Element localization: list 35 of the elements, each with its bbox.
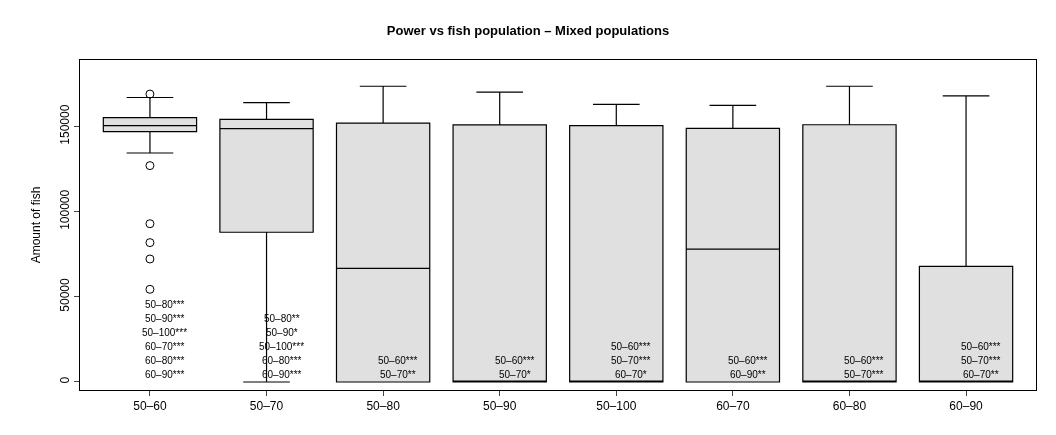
- annotation: 60–90***: [145, 369, 185, 380]
- annotation: 50–90*: [266, 327, 298, 338]
- annotation: 60–90**: [730, 369, 766, 380]
- y-tick-label: 50000: [58, 278, 73, 312]
- annotation: 50–60***: [728, 355, 768, 366]
- chart-title: Power vs fish population – Mixed populations: [386, 23, 670, 39]
- annotation: 50–60***: [961, 341, 1001, 352]
- annotation: 50–60***: [378, 355, 418, 366]
- y-tick-label: 150000: [58, 104, 73, 145]
- x-tick-label: 50–70: [249, 399, 284, 414]
- annotation: 50–60***: [611, 341, 651, 352]
- annotation: 50–80***: [145, 299, 185, 310]
- annotation: 50–90***: [145, 313, 185, 324]
- x-tick-label: 50–90: [483, 399, 517, 414]
- x-tick-label: 60–90: [949, 399, 984, 414]
- y-tick-label: 100000: [58, 189, 73, 230]
- annotation: 50–70*: [499, 369, 531, 380]
- annotation: 60–80***: [145, 355, 185, 366]
- annotation: 50–70**: [380, 369, 416, 380]
- annotation: 60–70**: [963, 369, 999, 380]
- y-axis-title: Amount of fish: [28, 186, 43, 264]
- annotation: 50–60***: [844, 355, 884, 366]
- annotation: 50–70***: [844, 369, 884, 380]
- x-tick-label: 50–80: [366, 399, 401, 414]
- x-tick-label: 50–100: [596, 399, 637, 414]
- annotation: 50–70***: [961, 355, 1001, 366]
- annotation: 50–100***: [142, 327, 188, 338]
- annotation: 50–70***: [611, 355, 651, 366]
- annotation: 50–60***: [495, 355, 535, 366]
- x-tick-label: 50–60: [133, 399, 167, 414]
- y-tick-label: 0: [58, 376, 73, 384]
- annotation: 60–70***: [145, 341, 185, 352]
- x-tick-label: 60–70: [716, 399, 750, 414]
- x-tick-label: 60–80: [832, 399, 867, 414]
- annotation: 60–70*: [615, 369, 647, 380]
